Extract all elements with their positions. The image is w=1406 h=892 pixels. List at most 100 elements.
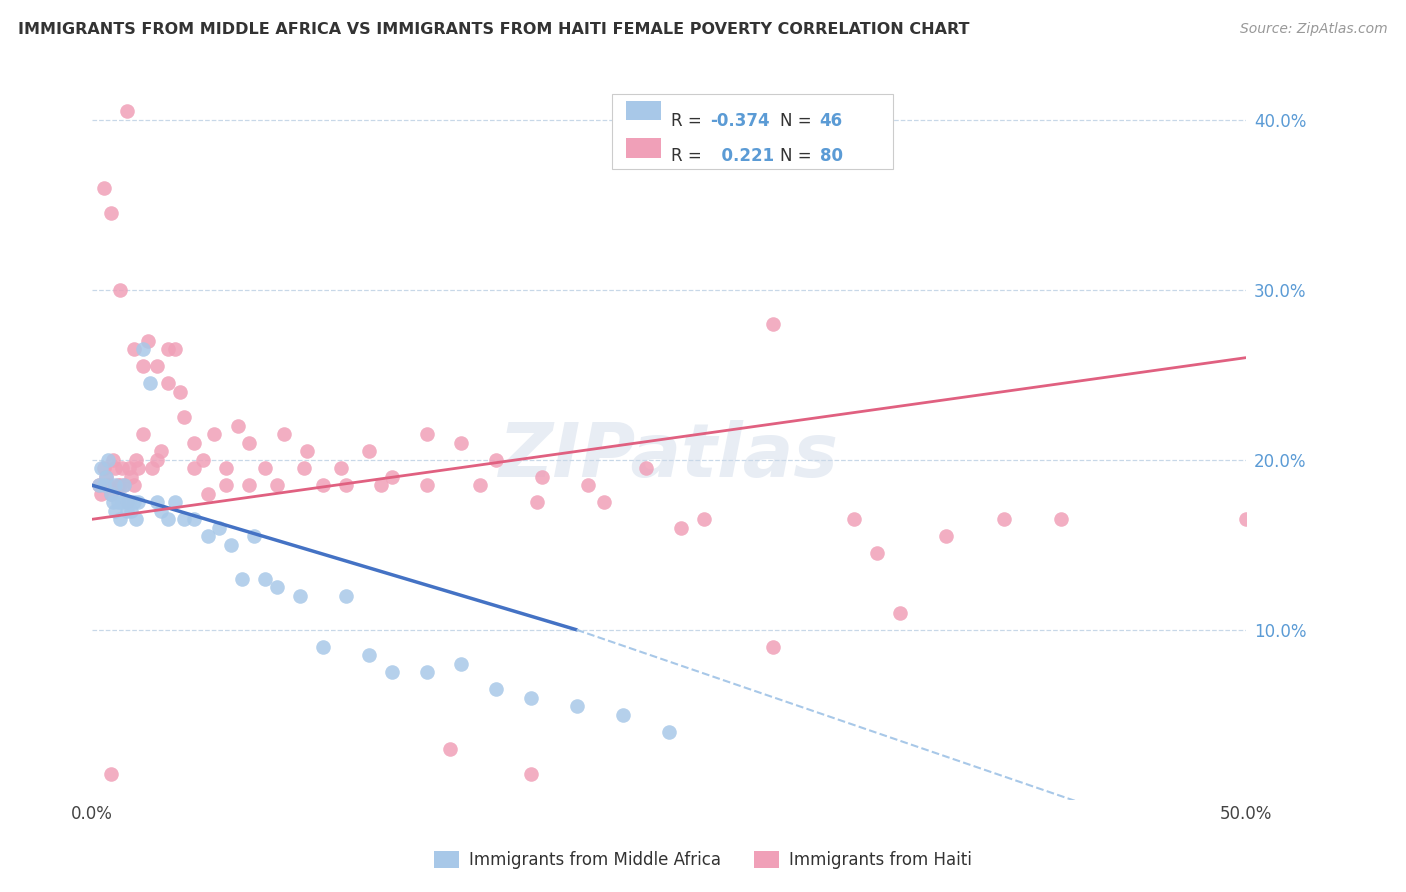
Point (100, 767, 122, 781)
Point (692, 512, 714, 526)
Text: 80: 80 (820, 147, 842, 165)
Point (132, 342, 155, 356)
Point (1050, 512, 1073, 526)
Point (273, 427, 295, 442)
Point (118, 461, 141, 475)
Point (357, 444, 380, 458)
Point (111, 495, 134, 509)
Point (125, 512, 148, 526)
Point (122, 495, 145, 509)
Point (114, 478, 136, 492)
Point (108, 478, 131, 492)
Point (295, 444, 318, 458)
Point (136, 334, 159, 348)
Point (191, 452, 214, 467)
Point (762, 317, 785, 331)
Point (114, 478, 136, 492)
Point (87, 478, 110, 492)
Point (90, 487, 112, 501)
Point (93, 180, 115, 194)
Point (231, 572, 253, 586)
Point (485, 682, 508, 697)
Point (173, 410, 195, 425)
Point (197, 529, 219, 543)
Point (146, 452, 169, 467)
Point (238, 435, 260, 450)
Point (762, 640, 785, 654)
Point (100, 487, 122, 501)
Point (141, 461, 163, 475)
Point (565, 699, 588, 714)
Point (485, 452, 508, 467)
Point (115, 495, 138, 509)
Point (254, 572, 277, 586)
Point (97, 478, 120, 492)
Point (118, 495, 141, 509)
Point (157, 342, 180, 356)
Point (183, 435, 205, 450)
Point (132, 359, 155, 374)
Point (132, 427, 155, 442)
Point (381, 665, 404, 680)
Point (146, 359, 169, 374)
Point (238, 478, 260, 492)
Point (165, 495, 187, 509)
Point (335, 589, 357, 603)
Point (294, 461, 316, 475)
Text: 46: 46 (820, 112, 842, 129)
Point (146, 495, 169, 509)
Point (107, 478, 129, 492)
Point (288, 589, 311, 603)
Point (115, 504, 138, 518)
Point (94, 469, 117, 483)
Point (107, 495, 129, 509)
Point (101, 452, 124, 467)
Point (842, 512, 865, 526)
Point (183, 461, 205, 475)
Point (330, 461, 353, 475)
Point (204, 427, 226, 442)
Point (94, 469, 117, 483)
Point (165, 342, 187, 356)
Point (157, 512, 180, 526)
Point (93, 461, 115, 475)
Point (101, 495, 124, 509)
Point (312, 478, 335, 492)
Point (122, 478, 145, 492)
Point (215, 461, 238, 475)
Point (866, 546, 889, 560)
Text: R =: R = (671, 147, 707, 165)
Point (169, 384, 191, 399)
Point (669, 521, 692, 535)
Point (439, 742, 461, 756)
Point (1234, 512, 1257, 526)
Point (576, 478, 599, 492)
Text: N =: N = (780, 147, 817, 165)
Point (526, 495, 548, 509)
Point (266, 478, 288, 492)
Text: N =: N = (780, 112, 817, 129)
Point (381, 469, 404, 483)
Point (634, 461, 657, 475)
Point (450, 657, 472, 671)
Point (87, 478, 110, 492)
Text: IMMIGRANTS FROM MIDDLE AFRICA VS IMMIGRANTS FROM HAITI FEMALE POVERTY CORRELATIO: IMMIGRANTS FROM MIDDLE AFRICA VS IMMIGRA… (18, 22, 970, 37)
Point (104, 461, 127, 475)
Point (125, 452, 148, 467)
Point (416, 478, 439, 492)
Point (266, 580, 288, 594)
Point (120, 469, 142, 483)
Point (90, 461, 112, 475)
Point (370, 478, 392, 492)
Point (157, 376, 180, 391)
Point (416, 665, 439, 680)
Point (335, 478, 357, 492)
Point (183, 512, 205, 526)
Point (108, 512, 131, 526)
Point (993, 512, 1015, 526)
Point (97, 452, 120, 467)
Point (197, 487, 219, 501)
Point (658, 725, 681, 739)
Point (104, 478, 127, 492)
Point (115, 103, 138, 118)
